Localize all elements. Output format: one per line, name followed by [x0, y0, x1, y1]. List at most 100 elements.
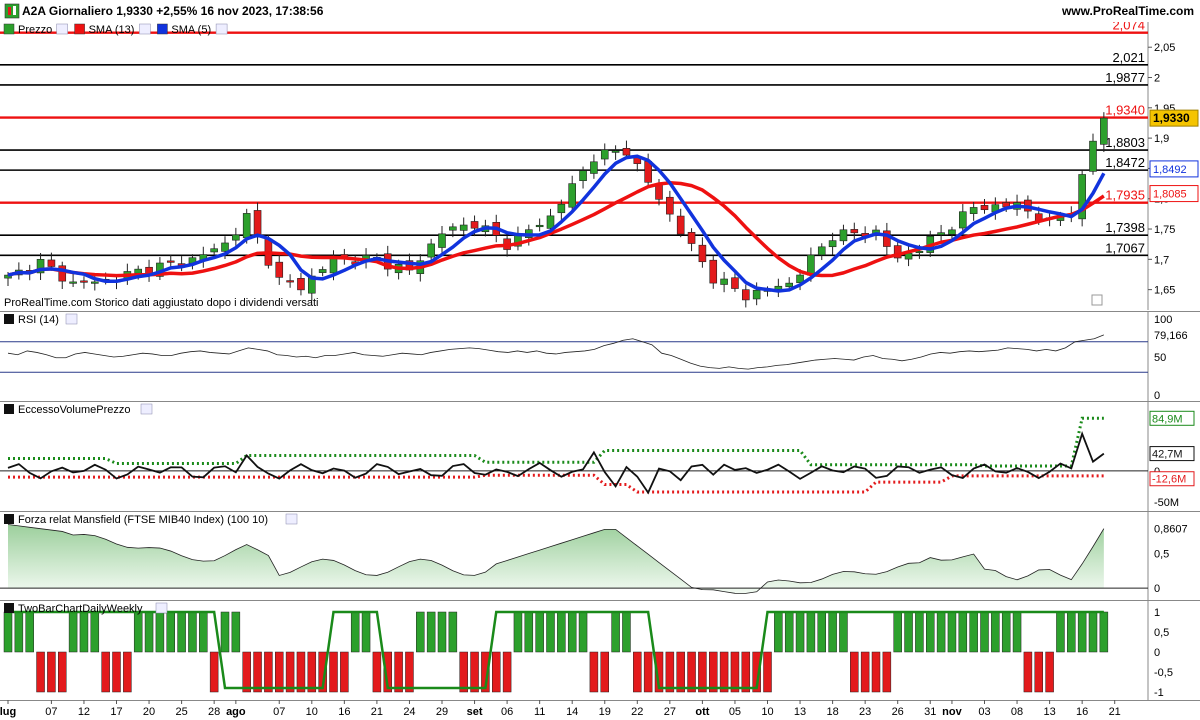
vol-upper-band: [8, 416, 1104, 468]
twobar-bar: [828, 611, 837, 653]
twobar-bar: [611, 611, 620, 653]
x-tick-label: 19: [599, 706, 611, 718]
twobar-bar: [882, 651, 892, 693]
x-tick-label: ago: [226, 706, 246, 718]
x-tick-label: 23: [859, 706, 871, 718]
x-tick-label: 08: [1011, 706, 1023, 718]
rsi-ytick-label: 50: [1154, 352, 1166, 364]
x-tick-label: 07: [273, 706, 285, 718]
rsi-line: [7, 334, 1105, 370]
twobar-bar: [958, 611, 968, 653]
twobar-bar: [1067, 611, 1076, 653]
x-tick-label: 10: [306, 706, 318, 718]
twobar-bar: [687, 651, 696, 693]
rsi-pane[interactable]: 100 50 0 79,166 RSI (14): [0, 311, 1200, 401]
sma5-badge: [1149, 160, 1199, 178]
twobar-bar: [730, 651, 740, 693]
vol-lower-band: [8, 473, 1104, 494]
x-tick-label: 10: [761, 706, 773, 718]
candle-body: [709, 259, 718, 284]
website-label[interactable]: www.ProRealTime.com: [1061, 4, 1194, 18]
candle-body: [438, 233, 446, 248]
price-chart[interactable]: 2,0521,951,91,851,81,751,71,652,0742,021…: [0, 22, 1200, 310]
price-ytick-label: 1,9: [1154, 133, 1169, 145]
candle-body: [427, 243, 435, 258]
twobar-pane[interactable]: 1 0,5 0 -0,5 -1 TwoBarChartDailyWeekly: [0, 600, 1200, 700]
candle-body: [893, 245, 902, 259]
legend-sma5-label: SMA (5): [171, 24, 211, 36]
candle-body: [47, 259, 56, 267]
price-level-label: 1,9340: [1105, 103, 1145, 118]
candle-body: [1089, 140, 1097, 172]
price-level-label: 1,7935: [1105, 188, 1145, 203]
candle-body: [80, 280, 88, 283]
twobar-chart[interactable]: 1 0,5 0 -0,5 -1 TwoBarChartDailyWeekly: [0, 600, 1200, 700]
twobar-bar: [383, 651, 392, 693]
price-pane[interactable]: 2,0521,951,91,851,81,751,71,652,0742,021…: [0, 22, 1200, 310]
mf-swatch: [4, 514, 14, 524]
vol-ytick-label: -50M: [1154, 497, 1179, 509]
twobar-bar: [372, 651, 382, 693]
twobar-bar: [1056, 611, 1065, 653]
twobar-bar: [459, 651, 468, 693]
twobar-bar: [774, 611, 783, 653]
twobar-bar: [1023, 651, 1033, 693]
x-tick-label: 05: [729, 706, 741, 718]
x-tick-label: ott: [695, 706, 709, 718]
rsi-chart[interactable]: 100 50 0 79,166 RSI (14): [0, 311, 1200, 401]
tb-swatch: [4, 603, 14, 613]
candle-body: [535, 224, 544, 228]
twobar-bar: [155, 611, 165, 653]
candle-body: [655, 184, 663, 200]
mansfield-chart[interactable]: 0,5 0 0,8607 Forza relat Mansfield (FTSE MI…: [0, 511, 1200, 600]
x-tick-label: set: [467, 706, 483, 718]
candle-body: [253, 210, 262, 237]
candle-body: [546, 215, 555, 229]
candle-body: [1100, 117, 1108, 145]
chart-type-icon[interactable]: [4, 3, 20, 19]
wrench-icon: [285, 513, 298, 525]
candle-body: [796, 274, 804, 284]
candle-body: [449, 226, 457, 231]
twobar-bar: [340, 651, 349, 693]
twobar-bar: [839, 611, 848, 653]
twobar-bar: [470, 651, 479, 693]
x-tick-label: 13: [1043, 706, 1055, 718]
twobar-bar: [546, 611, 555, 653]
x-tick-label: 03: [978, 706, 990, 718]
candle-body: [134, 268, 142, 274]
mf-area: [8, 524, 1104, 594]
price-level-label: 1,7067: [1105, 240, 1145, 255]
mansfield-pane[interactable]: 0,5 0 0,8607 Forza relat Mansfield (FTSE MI…: [0, 511, 1200, 600]
watermark-text: ProRealTime.com Storico dati aggiustato …: [4, 297, 318, 309]
candle-body: [774, 285, 783, 290]
twobar-bar: [980, 611, 989, 653]
candle-body: [741, 289, 750, 301]
price-ytick-label: 2,05: [1154, 42, 1175, 54]
twobar-bar: [492, 651, 501, 693]
twobar-bar: [763, 651, 772, 693]
mf-ytick-label: 0,5: [1154, 549, 1169, 561]
x-tick-label: 20: [143, 706, 155, 718]
info-icon: [1091, 294, 1103, 306]
mf-title: Forza relat Mansfield (FTSE MIB40 Index)…: [18, 514, 268, 526]
mf-line: [7, 524, 1105, 594]
tb-ytick-label: 0: [1154, 647, 1160, 659]
twobar-bar: [1012, 611, 1022, 653]
candle-body: [666, 196, 674, 215]
twobar-bar: [850, 651, 859, 693]
twobar-bar: [557, 611, 566, 653]
x-tick-label: 21: [1109, 706, 1121, 718]
twobar-bar: [871, 651, 881, 693]
twobar-bar: [502, 651, 512, 693]
twobar-bar: [14, 611, 24, 653]
vol-swatch: [4, 404, 14, 414]
x-tick-label: 21: [371, 706, 383, 718]
x-tick-label: 25: [175, 706, 187, 718]
candle-body: [210, 248, 218, 253]
x-tick-label: 27: [664, 706, 676, 718]
twobar-bar: [513, 611, 523, 653]
candle-body: [611, 150, 620, 153]
